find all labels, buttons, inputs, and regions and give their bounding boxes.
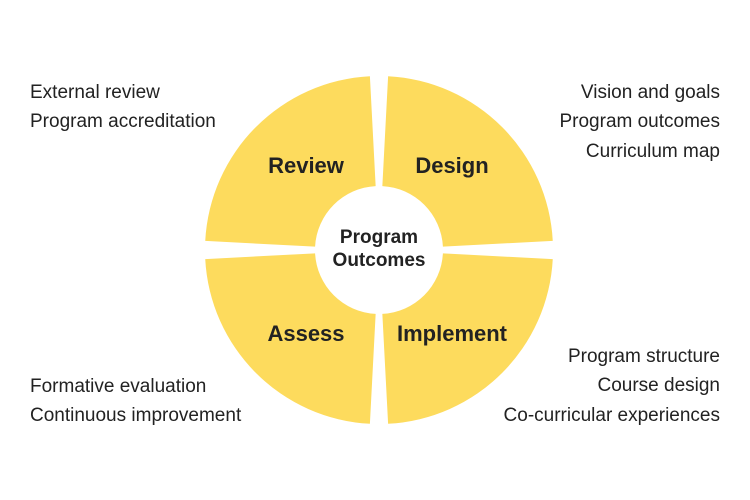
- segment-label-assess: Assess: [267, 321, 344, 347]
- annotation-line: External review: [30, 78, 216, 107]
- center-line1: Program: [340, 227, 418, 248]
- segment-label-review: Review: [268, 153, 344, 179]
- center-line2: Outcomes: [333, 250, 426, 271]
- center-label: Program Outcomes: [333, 227, 426, 273]
- annotation-line: Program structure: [504, 342, 720, 371]
- annotation-design: Vision and goalsProgram outcomesCurricul…: [559, 78, 720, 166]
- annotation-implement: Program structureCourse designCo-curricu…: [504, 342, 720, 430]
- diagram-stage: Program Outcomes Design Implement Assess…: [0, 0, 750, 500]
- segment-label-design: Design: [415, 153, 488, 179]
- annotation-assess: Formative evaluationContinuous improveme…: [30, 372, 241, 431]
- annotation-line: Co-curricular experiences: [504, 401, 720, 430]
- annotation-line: Program accreditation: [30, 107, 216, 136]
- annotation-line: Program outcomes: [559, 107, 720, 136]
- annotation-line: Continuous improvement: [30, 401, 241, 430]
- annotation-line: Formative evaluation: [30, 372, 241, 401]
- segment-label-implement: Implement: [397, 321, 507, 347]
- annotation-line: Course design: [504, 371, 720, 400]
- annotation-review: External reviewProgram accreditation: [30, 78, 216, 137]
- annotation-line: Curriculum map: [559, 137, 720, 166]
- annotation-line: Vision and goals: [559, 78, 720, 107]
